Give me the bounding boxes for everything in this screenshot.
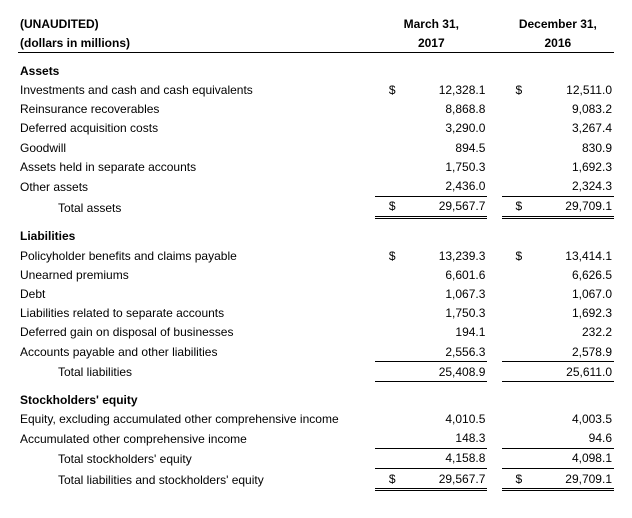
row-value: 29,709.1 [524,469,614,490]
row-value: 12,511.0 [524,81,614,100]
row-value: 29,567.7 [398,469,488,490]
row-label: Total liabilities and stockholders' equi… [18,469,375,490]
row-value: 4,158.8 [398,448,488,468]
row-value: 94.6 [524,429,614,449]
total-row: Total assets $ 29,567.7 $ 29,709.1 [18,196,614,217]
row-value: 894.5 [398,138,488,157]
table-header-row: (UNAUDITED) March 31, December 31, [18,14,614,33]
row-label: Equity, excluding accumulated other comp… [18,410,375,429]
table-row: Assets held in separate accounts 1,750.3… [18,157,614,176]
balance-sheet-table: (UNAUDITED) March 31, December 31, (doll… [18,14,614,491]
row-value: 4,098.1 [524,448,614,468]
row-value: 25,611.0 [524,362,614,382]
row-label: Accumulated other comprehensive income [18,429,375,449]
table-row: Goodwill 894.5 830.9 [18,138,614,157]
currency-symbol: $ [375,81,397,100]
col2-header-l2: 2016 [502,33,614,53]
col1-header-l2: 2017 [375,33,487,53]
row-label: Reinsurance recoverables [18,100,375,119]
table-row: Investments and cash and cash equivalent… [18,81,614,100]
row-label: Investments and cash and cash equivalent… [18,81,375,100]
row-label: Other assets [18,177,375,197]
col1-header-l1: March 31, [375,14,487,33]
table-row: Deferred gain on disposal of businesses … [18,323,614,342]
row-value: 13,414.1 [524,246,614,265]
section-title-assets: Assets [18,61,375,80]
row-value: 4,003.5 [524,410,614,429]
row-value: 6,626.5 [524,265,614,284]
table-row: Liabilities related to separate accounts… [18,304,614,323]
row-label: Liabilities related to separate accounts [18,304,375,323]
total-row: Total liabilities 25,408.9 25,611.0 [18,362,614,382]
row-label: Total stockholders' equity [18,448,375,468]
row-value: 29,567.7 [398,196,488,217]
row-label: Unearned premiums [18,265,375,284]
table-row: Reinsurance recoverables 8,868.8 9,083.2 [18,100,614,119]
section-title-liabilities: Liabilities [18,227,375,246]
table-row: Accounts payable and other liabilities 2… [18,342,614,362]
row-value: 12,328.1 [398,81,488,100]
row-value: 1,750.3 [398,304,488,323]
currency-symbol: $ [375,246,397,265]
row-label: Policyholder benefits and claims payable [18,246,375,265]
row-label: Total assets [18,196,375,217]
row-value: 3,267.4 [524,119,614,138]
row-label: Total liabilities [18,362,375,382]
row-value: 194.1 [398,323,488,342]
row-value: 9,083.2 [524,100,614,119]
row-value: 2,556.3 [398,342,488,362]
row-value: 1,750.3 [398,157,488,176]
row-value: 8,868.8 [398,100,488,119]
row-value: 1,067.3 [398,284,488,303]
table-row: Other assets 2,436.0 2,324.3 [18,177,614,197]
currency-symbol: $ [502,246,524,265]
table-row: Deferred acquisition costs 3,290.0 3,267… [18,119,614,138]
row-value: 1,692.3 [524,304,614,323]
table-row: Policyholder benefits and claims payable… [18,246,614,265]
col2-header-l1: December 31, [502,14,614,33]
row-label: Deferred acquisition costs [18,119,375,138]
row-value: 2,324.3 [524,177,614,197]
row-label: Assets held in separate accounts [18,157,375,176]
row-value: 1,067.0 [524,284,614,303]
row-value: 2,578.9 [524,342,614,362]
row-value: 4,010.5 [398,410,488,429]
row-value: 148.3 [398,429,488,449]
row-value: 25,408.9 [398,362,488,382]
row-value: 29,709.1 [524,196,614,217]
row-label: Debt [18,284,375,303]
currency-symbol: $ [502,196,524,217]
row-label: Deferred gain on disposal of businesses [18,323,375,342]
table-row: Equity, excluding accumulated other comp… [18,410,614,429]
row-value: 830.9 [524,138,614,157]
grand-total-row: Total liabilities and stockholders' equi… [18,469,614,490]
table-row: Unearned premiums 6,601.6 6,626.5 [18,265,614,284]
row-value: 1,692.3 [524,157,614,176]
header-unaudited: (UNAUDITED) [18,14,375,33]
currency-symbol: $ [502,81,524,100]
row-value: 2,436.0 [398,177,488,197]
row-value: 13,239.3 [398,246,488,265]
header-units: (dollars in millions) [18,33,375,53]
row-value: 3,290.0 [398,119,488,138]
currency-symbol: $ [502,469,524,490]
section-title-equity: Stockholders' equity [18,390,375,409]
row-label: Goodwill [18,138,375,157]
row-value: 232.2 [524,323,614,342]
currency-symbol: $ [375,196,397,217]
table-row: Accumulated other comprehensive income 1… [18,429,614,449]
table-header-row: (dollars in millions) 2017 2016 [18,33,614,53]
table-row: Debt 1,067.3 1,067.0 [18,284,614,303]
subtotal-row: Total stockholders' equity 4,158.8 4,098… [18,448,614,468]
row-label: Accounts payable and other liabilities [18,342,375,362]
row-value: 6,601.6 [398,265,488,284]
currency-symbol: $ [375,469,397,490]
